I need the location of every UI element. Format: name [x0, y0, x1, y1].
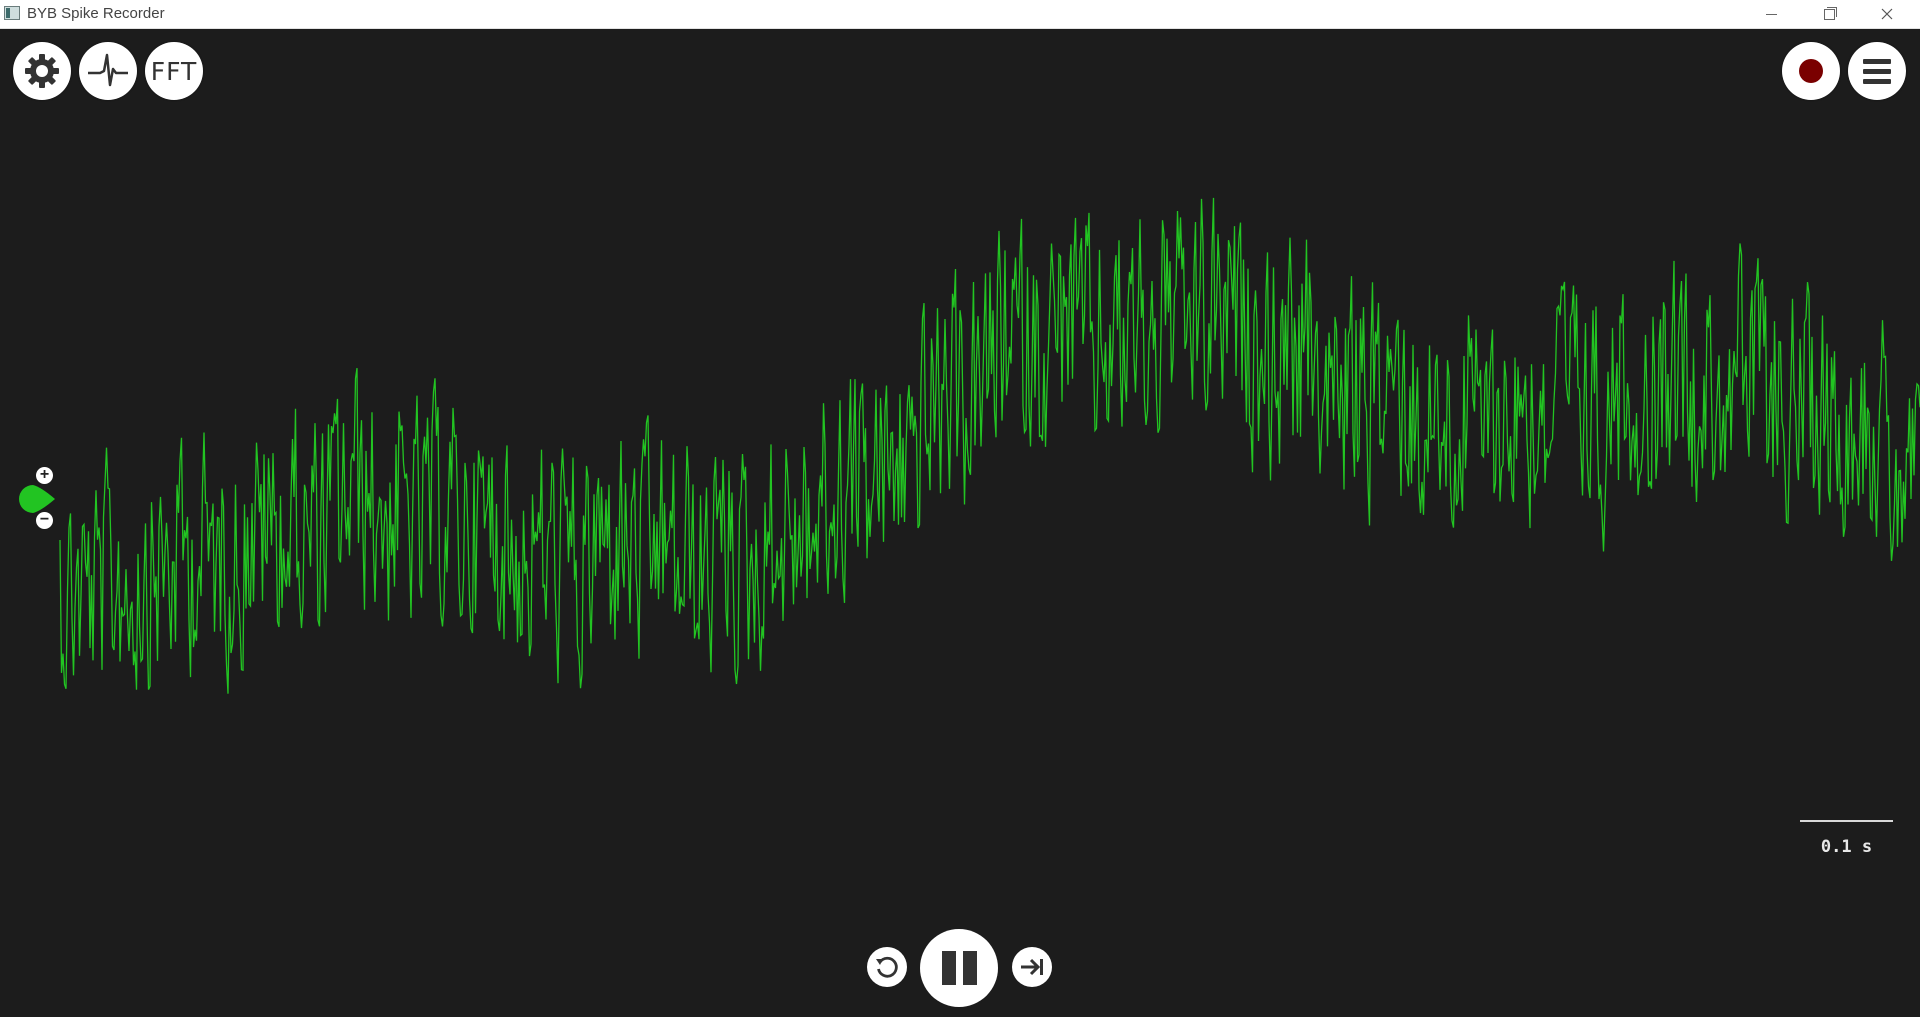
close-button[interactable] — [1858, 0, 1916, 28]
waveform-line — [59, 197, 1920, 694]
rewind-button[interactable] — [867, 947, 907, 987]
menu-button[interactable] — [1848, 42, 1906, 100]
pause-icon — [941, 951, 977, 985]
title-bar: BYB Spike Recorder — [0, 0, 1920, 29]
restore-icon — [1823, 6, 1837, 20]
channel-handle[interactable] — [19, 485, 55, 513]
record-icon — [1799, 59, 1823, 83]
minimize-button[interactable] — [1742, 0, 1800, 28]
app-icon — [4, 6, 20, 20]
close-icon — [1881, 8, 1893, 20]
zoom-out-button[interactable]: − — [36, 512, 53, 529]
threshold-button[interactable] — [79, 42, 137, 100]
rewind-icon — [876, 956, 898, 978]
fft-label: FFT — [150, 56, 198, 86]
timescale-label: 0.1 s — [1820, 837, 1873, 857]
fft-button[interactable]: FFT — [145, 42, 203, 100]
hamburger-menu-icon — [1863, 58, 1891, 84]
settings-button[interactable] — [13, 42, 71, 100]
zoom-in-button[interactable]: + — [36, 467, 53, 484]
skip-forward-button[interactable] — [1012, 947, 1052, 987]
gear-icon — [25, 54, 59, 88]
minimize-icon — [1765, 13, 1777, 15]
window-title: BYB Spike Recorder — [27, 5, 165, 22]
restore-button[interactable] — [1800, 0, 1858, 28]
spike-waveform-icon — [88, 53, 128, 87]
skip-forward-icon — [1021, 958, 1043, 976]
record-button[interactable] — [1782, 42, 1840, 100]
pause-button[interactable] — [920, 929, 998, 1007]
signal-display[interactable] — [0, 29, 1920, 1017]
timescale-bar — [1800, 820, 1893, 822]
waveform-trace — [59, 197, 1920, 694]
